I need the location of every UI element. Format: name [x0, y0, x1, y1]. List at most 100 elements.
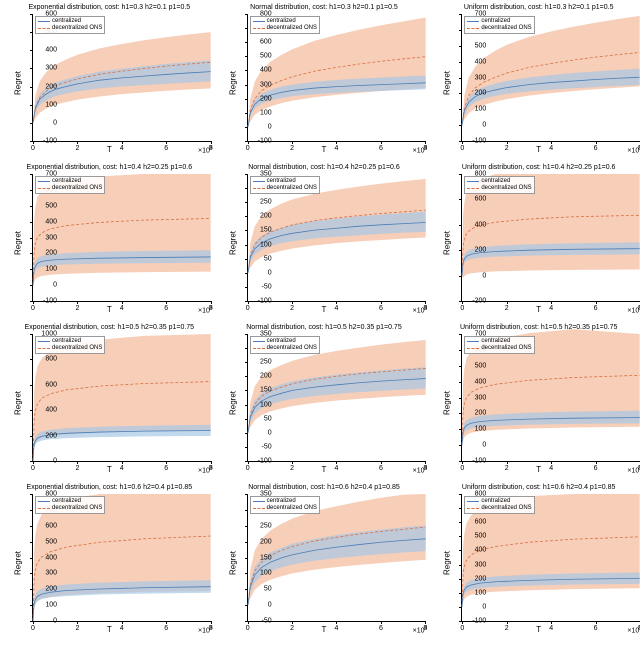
y-tick-label: 400 [462, 378, 489, 385]
legend-swatch-decentralized [38, 188, 50, 189]
y-tick-label: 200 [33, 586, 60, 593]
x-tick-label: 0 [460, 625, 464, 632]
blue-band [33, 425, 211, 461]
legend-swatch-decentralized [253, 508, 265, 509]
y-tick-label: 400 [33, 407, 60, 414]
y-tick-label: 600 [248, 39, 275, 46]
y-tick-label: 200 [462, 575, 489, 582]
y-tick-label: 100 [462, 426, 489, 433]
y-axis-label: Regret [443, 551, 452, 575]
x-tick-label: 4 [120, 305, 124, 312]
panel-4: Normal distribution, cost: h1=0.4 h2=0.2… [219, 164, 430, 322]
y-axis-label: Regret [14, 391, 23, 415]
y-axis-label: Regret [443, 71, 452, 95]
legend-swatch-decentralized [38, 28, 50, 29]
y-tick-label: 100 [248, 241, 275, 248]
y-tick-label: 600 [33, 381, 60, 388]
x-axis-label: T [107, 625, 112, 634]
legend-label-decentralized: decentralized ONS [481, 185, 531, 192]
y-axis-label: Regret [14, 551, 23, 575]
y-tick-label: 400 [33, 47, 60, 54]
y-tick-label: -50 [248, 443, 275, 450]
x-axis-label: T [107, 305, 112, 314]
legend: centralizeddecentralized ONS [250, 176, 320, 194]
y-tick-label: 800 [33, 356, 60, 363]
x-tick-label: 0 [31, 305, 35, 312]
y-tick-label: 200 [462, 90, 489, 97]
x-tick-label: 6 [164, 305, 168, 312]
legend-label-decentralized: decentralized ONS [267, 345, 317, 352]
y-tick-label: 200 [33, 432, 60, 439]
y-tick-label: 600 [462, 196, 489, 203]
y-tick-label: 400 [462, 58, 489, 65]
legend-label-decentralized: decentralized ONS [52, 505, 102, 512]
x-tick-label: 6 [594, 625, 598, 632]
y-tick-label: 300 [33, 65, 60, 72]
x-tick-label: 8 [209, 465, 213, 472]
legend-swatch-decentralized [253, 28, 265, 29]
plot-area: -200020040060080002468centralizeddecentr… [461, 174, 640, 302]
y-tick-label: 0 [462, 272, 489, 279]
x-tick-label: 6 [379, 625, 383, 632]
plot-area: 0200400600800100002468centralizeddecentr… [32, 334, 211, 462]
y-tick-label: 250 [248, 522, 275, 529]
y-tick-label: 250 [248, 359, 275, 366]
y-tick-label: 100 [462, 589, 489, 596]
y-tick-label: 200 [33, 250, 60, 257]
y-tick-label: 500 [462, 362, 489, 369]
y-tick-label: -100 [33, 138, 60, 145]
plot-area: -100010020030040050060070080002468centra… [461, 494, 640, 622]
y-tick-label: 100 [33, 266, 60, 273]
panel-8: Uniform distribution, cost: h1=0.5 h2=0.… [433, 324, 640, 482]
legend-label-decentralized: decentralized ONS [481, 25, 531, 32]
legend-label-centralized: centralized [52, 498, 81, 505]
panel-5: Uniform distribution, cost: h1=0.4 h2=0.… [433, 164, 640, 322]
y-tick-label: 200 [248, 95, 275, 102]
y-axis-label: Regret [228, 71, 237, 95]
y-tick-label: 250 [248, 199, 275, 206]
y-tick-label: 200 [462, 410, 489, 417]
y-tick-label: 400 [248, 67, 275, 74]
legend-swatch-centralized [467, 501, 479, 502]
y-tick-label: 600 [462, 519, 489, 526]
y-tick-label: -100 [33, 298, 60, 305]
x-tick-label: 8 [209, 145, 213, 152]
x-tick-label: 2 [75, 465, 79, 472]
legend-label-centralized: centralized [52, 178, 81, 185]
y-tick-label: 150 [248, 387, 275, 394]
y-tick-label: 600 [33, 522, 60, 529]
y-tick-label: 200 [248, 538, 275, 545]
legend-label-centralized: centralized [267, 18, 296, 25]
y-tick-label: -50 [248, 618, 275, 625]
legend: centralizeddecentralized ONS [35, 336, 105, 354]
x-tick-label: 2 [75, 145, 79, 152]
legend-swatch-centralized [38, 341, 50, 342]
y-tick-label: 100 [248, 401, 275, 408]
y-tick-label: 50 [248, 586, 275, 593]
y-tick-label: 300 [33, 234, 60, 241]
x-tick-label: 2 [75, 625, 79, 632]
x-tick-label: 6 [594, 305, 598, 312]
legend-swatch-decentralized [467, 348, 479, 349]
panel-7: Normal distribution, cost: h1=0.5 h2=0.3… [219, 324, 430, 482]
x-tick-label: 4 [335, 305, 339, 312]
x-axis-label: T [536, 305, 541, 314]
y-tick-label: -100 [462, 138, 489, 145]
x-tick-label: 2 [75, 305, 79, 312]
x-tick-label: 2 [505, 625, 509, 632]
legend-label-centralized: centralized [481, 178, 510, 185]
legend-label-decentralized: decentralized ONS [267, 505, 317, 512]
x-tick-label: 2 [505, 305, 509, 312]
x-axis-label: T [536, 625, 541, 634]
legend-label-decentralized: decentralized ONS [481, 345, 531, 352]
y-tick-label: 150 [248, 227, 275, 234]
x-tick-label: 4 [335, 145, 339, 152]
legend-label-decentralized: decentralized ONS [267, 185, 317, 192]
x-tick-label: 0 [246, 145, 250, 152]
legend-label-centralized: centralized [267, 498, 296, 505]
x-tick-label: 6 [164, 465, 168, 472]
legend-swatch-centralized [467, 21, 479, 22]
y-tick-label: 0 [462, 442, 489, 449]
x-tick-label: 4 [549, 465, 553, 472]
panel-11: Uniform distribution, cost: h1=0.6 h2=0.… [433, 484, 640, 642]
